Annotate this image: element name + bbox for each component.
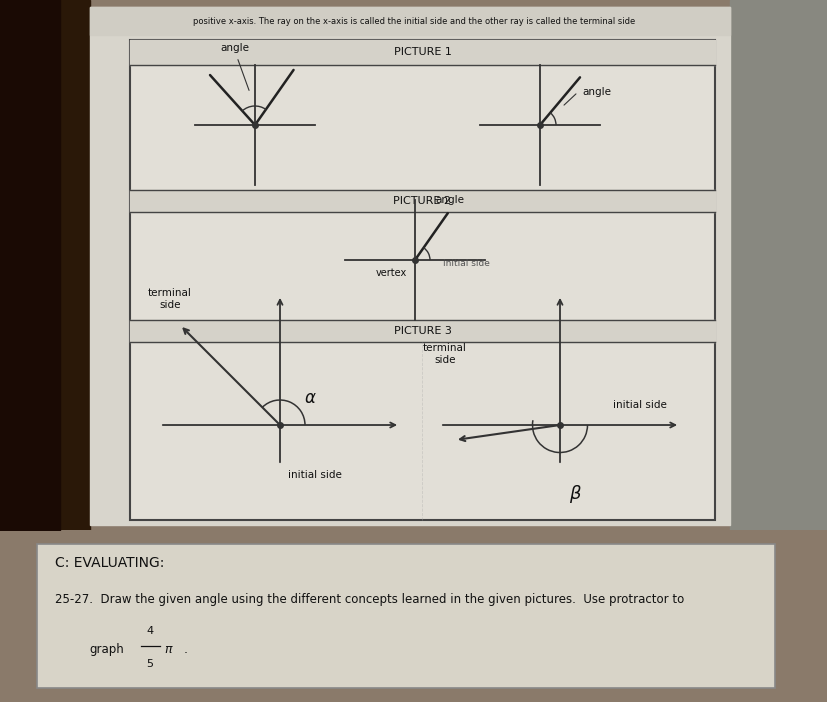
Text: .: . (184, 643, 188, 656)
Text: PICTURE 1: PICTURE 1 (393, 47, 451, 57)
Text: terminal
side: terminal side (423, 343, 466, 365)
Bar (130, 40, 715, 520)
Bar (90, 7, 729, 35)
Text: initial side: initial side (442, 258, 490, 267)
Text: angle: angle (434, 195, 463, 205)
Text: initial side: initial side (288, 470, 342, 480)
Text: 25-27.  Draw the given angle using the different concepts learned in the given p: 25-27. Draw the given angle using the di… (55, 593, 684, 607)
Text: $\beta$: $\beta$ (568, 483, 581, 505)
Bar (729, 0, 827, 530)
Text: initial side: initial side (612, 400, 666, 410)
Text: PICTURE 3: PICTURE 3 (393, 326, 451, 336)
Bar (90, 7, 729, 525)
Text: 5: 5 (146, 659, 154, 669)
Text: terminal
side: terminal side (148, 288, 192, 310)
Bar (0, 0, 90, 530)
Text: $\alpha$: $\alpha$ (304, 389, 316, 407)
Text: 4: 4 (146, 626, 154, 636)
Text: angle: angle (220, 43, 249, 53)
Text: $\pi$: $\pi$ (163, 643, 173, 656)
Text: angle: angle (581, 87, 610, 97)
Text: positive x-axis. The ray on the x-axis is called the initial side and the other : positive x-axis. The ray on the x-axis i… (193, 17, 634, 25)
Text: graph: graph (89, 643, 123, 656)
Text: PICTURE 2: PICTURE 2 (393, 196, 451, 206)
Text: C: EVALUATING:: C: EVALUATING: (55, 556, 165, 569)
Text: vertex: vertex (375, 268, 407, 278)
FancyBboxPatch shape (37, 543, 774, 689)
